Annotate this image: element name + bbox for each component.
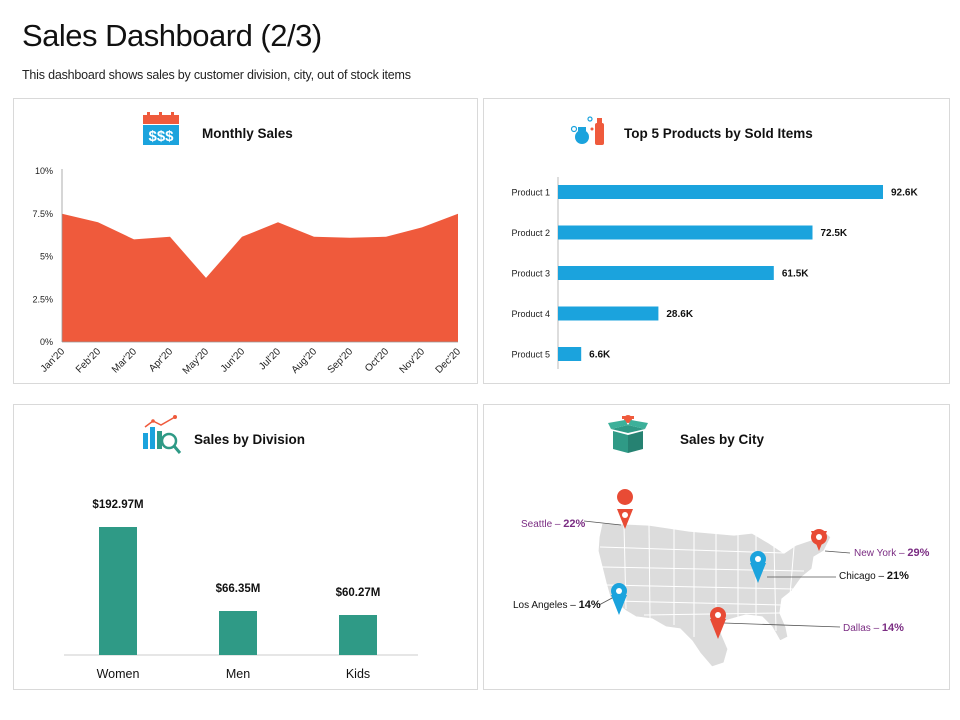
gift-box-icon <box>608 415 648 453</box>
y-tick-label: 5% <box>40 252 53 262</box>
division-value-label: $192.97M <box>92 499 143 511</box>
top-products-title: Top 5 Products by Sold Items <box>624 126 813 141</box>
pin-los-angeles-icon[interactable] <box>611 595 627 615</box>
y-tick-label: 7.5% <box>32 209 53 219</box>
pin-seattle-icon[interactable] <box>617 489 634 529</box>
product-value-label: 72.5K <box>820 228 847 239</box>
product-bar <box>558 306 659 321</box>
x-tick-label: Mar'20 <box>110 346 139 375</box>
x-tick-label: Dec'20 <box>434 346 464 376</box>
monthly-sales-area <box>62 213 458 342</box>
division-category-label: Kids <box>346 667 370 681</box>
product-label: Product 2 <box>511 228 550 238</box>
us-map <box>583 489 851 668</box>
products-icon <box>570 116 604 145</box>
division-chart: $192.97M Women $66.35M Men $60.27M Kids <box>64 499 418 681</box>
division-bar <box>219 611 257 655</box>
x-tick-label: Aug'20 <box>290 346 320 376</box>
division-category-label: Men <box>226 667 250 681</box>
page-subtitle: This dashboard shows sales by customer d… <box>22 68 411 82</box>
city-panel: Sales by City <box>483 404 950 690</box>
city-pins <box>611 489 827 639</box>
top-products-chart: Product 1 92.6K Product 2 72.5K Product 3 61.… <box>511 177 918 369</box>
x-tick-label: Apr'20 <box>147 346 175 374</box>
us-map-shape <box>597 522 832 668</box>
svg-text:$$$: $$$ <box>148 128 174 145</box>
product-label: Product 4 <box>511 309 550 319</box>
division-category-label: Women <box>97 667 140 681</box>
product-value-label: 6.6K <box>589 350 611 361</box>
y-tick-label: 0% <box>40 337 53 347</box>
product-bar <box>558 185 883 199</box>
dollar-calendar-icon: $$$ <box>143 112 179 145</box>
x-tick-label: Sep'20 <box>326 346 356 376</box>
x-tick-label: Feb'20 <box>74 346 103 375</box>
y-tick-label: 2.5% <box>32 294 53 304</box>
x-tick-label: Jan'20 <box>39 346 68 375</box>
division-panel: Sales by Division $192.97M Women $66.35M Me… <box>13 404 478 690</box>
product-bar <box>558 225 813 240</box>
top-products-panel: Top 5 Products by Sold Items Product 1 92… <box>483 98 950 384</box>
monthly-sales-title: Monthly Sales <box>202 126 293 141</box>
division-value-label: $66.35M <box>216 583 261 595</box>
page-title: Sales Dashboard (2/3) <box>22 18 322 53</box>
product-label: Product 5 <box>511 350 550 360</box>
x-tick-label: Oct'20 <box>363 346 391 374</box>
city-label-seattle: Seattle – 22% <box>521 518 586 530</box>
product-label: Product 3 <box>511 269 550 279</box>
x-tick-label: Jul'20 <box>257 346 283 372</box>
x-tick-label: Nov'20 <box>398 346 428 376</box>
y-tick-label: 10% <box>35 166 53 176</box>
pin-chicago-icon[interactable] <box>750 563 766 583</box>
city-title: Sales by City <box>680 432 765 447</box>
division-title: Sales by Division <box>194 432 306 447</box>
analytics-icon <box>143 415 182 454</box>
product-value-label: 92.6K <box>891 188 918 199</box>
product-bar <box>558 266 774 280</box>
pin-dallas-icon[interactable] <box>710 619 726 639</box>
product-value-label: 61.5K <box>782 269 809 280</box>
product-bar <box>558 347 582 361</box>
division-value-label: $60.27M <box>336 587 381 599</box>
city-label-new-york: New York – 29% <box>854 547 930 559</box>
monthly-sales-panel: $$$ Monthly Sales 0% 2.5% 5% 7.5% 10% Jan'20 F… <box>13 98 478 384</box>
city-label-los-angeles: Los Angeles – 14% <box>513 599 601 611</box>
product-value-label: 28.6K <box>666 309 693 320</box>
division-bar <box>339 615 377 655</box>
x-tick-label: Jun'20 <box>219 346 248 375</box>
monthly-sales-chart: 0% 2.5% 5% 7.5% 10% Jan'20 Feb'20 Mar'20 Apr'20 M… <box>32 166 464 377</box>
city-label-chicago: Chicago – 21% <box>839 570 909 582</box>
x-tick-label: May'20 <box>181 346 212 377</box>
division-bar <box>99 527 137 655</box>
city-label-dallas: Dallas – 14% <box>843 622 904 634</box>
city-callouts <box>583 520 851 628</box>
product-label: Product 1 <box>511 188 550 198</box>
